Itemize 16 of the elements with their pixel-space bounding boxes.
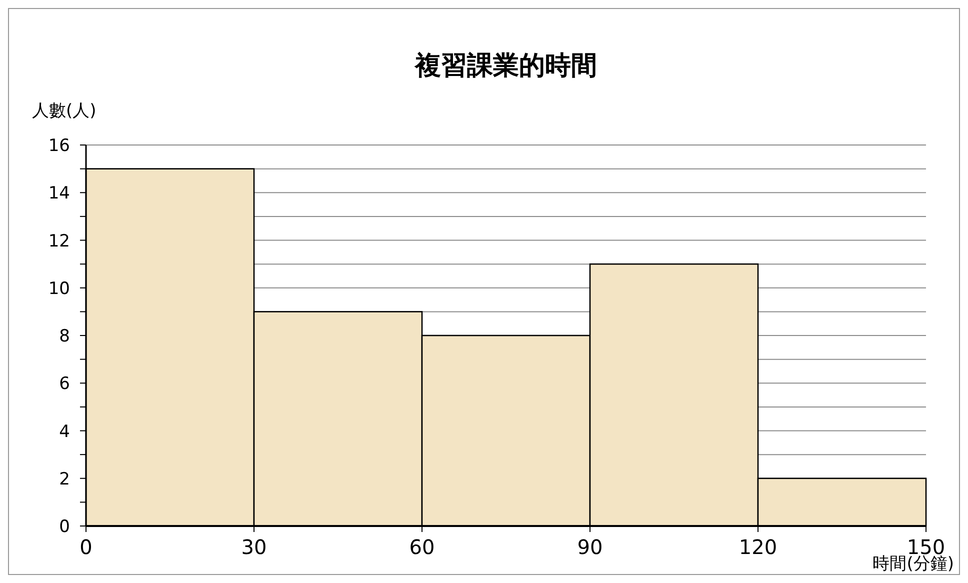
chart-title: 複習課業的時間 — [414, 51, 597, 81]
y-axis-title: 人數(人) — [32, 101, 96, 121]
x-tick-label: 120 — [738, 535, 778, 559]
y-tick-label: 4 — [59, 422, 70, 442]
y-tick-label: 12 — [48, 231, 70, 252]
y-tick-label: 8 — [59, 326, 70, 346]
y-tick-label: 6 — [59, 374, 70, 394]
y-tick-label: 10 — [48, 278, 70, 299]
y-tick-label: 2 — [59, 469, 70, 490]
y-tick-label: 0 — [59, 517, 70, 537]
x-tick-label: 60 — [409, 535, 435, 559]
y-tick-label: 14 — [48, 184, 70, 204]
x-tick-label: 90 — [577, 535, 603, 559]
x-tick-label: 0 — [80, 535, 92, 559]
y-tick-label: 16 — [48, 136, 70, 156]
x-tick-label: 30 — [241, 535, 267, 559]
